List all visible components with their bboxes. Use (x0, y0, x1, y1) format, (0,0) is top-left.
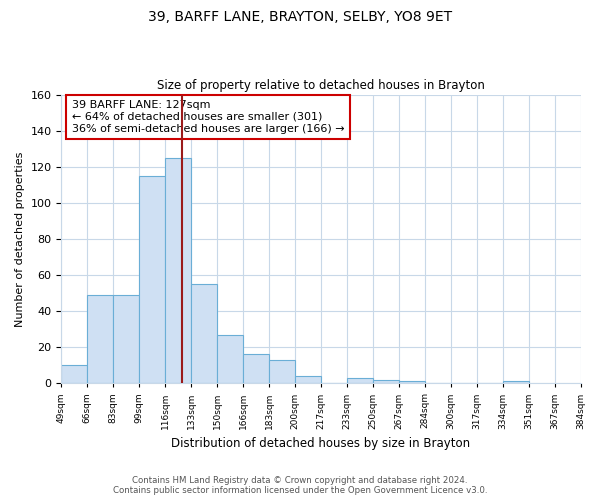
Y-axis label: Number of detached properties: Number of detached properties (15, 151, 25, 326)
Text: 39, BARFF LANE, BRAYTON, SELBY, YO8 9ET: 39, BARFF LANE, BRAYTON, SELBY, YO8 9ET (148, 10, 452, 24)
Bar (243, 354, 269, 384)
Bar (217, 334, 243, 384)
Bar (347, 378, 373, 384)
Text: 39 BARFF LANE: 127sqm
← 64% of detached houses are smaller (301)
36% of semi-det: 39 BARFF LANE: 127sqm ← 64% of detached … (72, 100, 344, 134)
Title: Size of property relative to detached houses in Brayton: Size of property relative to detached ho… (157, 79, 485, 92)
Bar (191, 284, 217, 384)
Bar (61, 365, 88, 384)
Bar (373, 380, 399, 384)
Bar (88, 295, 113, 384)
Text: Contains HM Land Registry data © Crown copyright and database right 2024.
Contai: Contains HM Land Registry data © Crown c… (113, 476, 487, 495)
Bar (165, 158, 191, 384)
Bar (295, 376, 321, 384)
X-axis label: Distribution of detached houses by size in Brayton: Distribution of detached houses by size … (172, 437, 470, 450)
Bar (503, 382, 529, 384)
Bar (269, 360, 295, 384)
Bar (139, 176, 165, 384)
Bar (113, 295, 139, 384)
Bar (399, 382, 425, 384)
